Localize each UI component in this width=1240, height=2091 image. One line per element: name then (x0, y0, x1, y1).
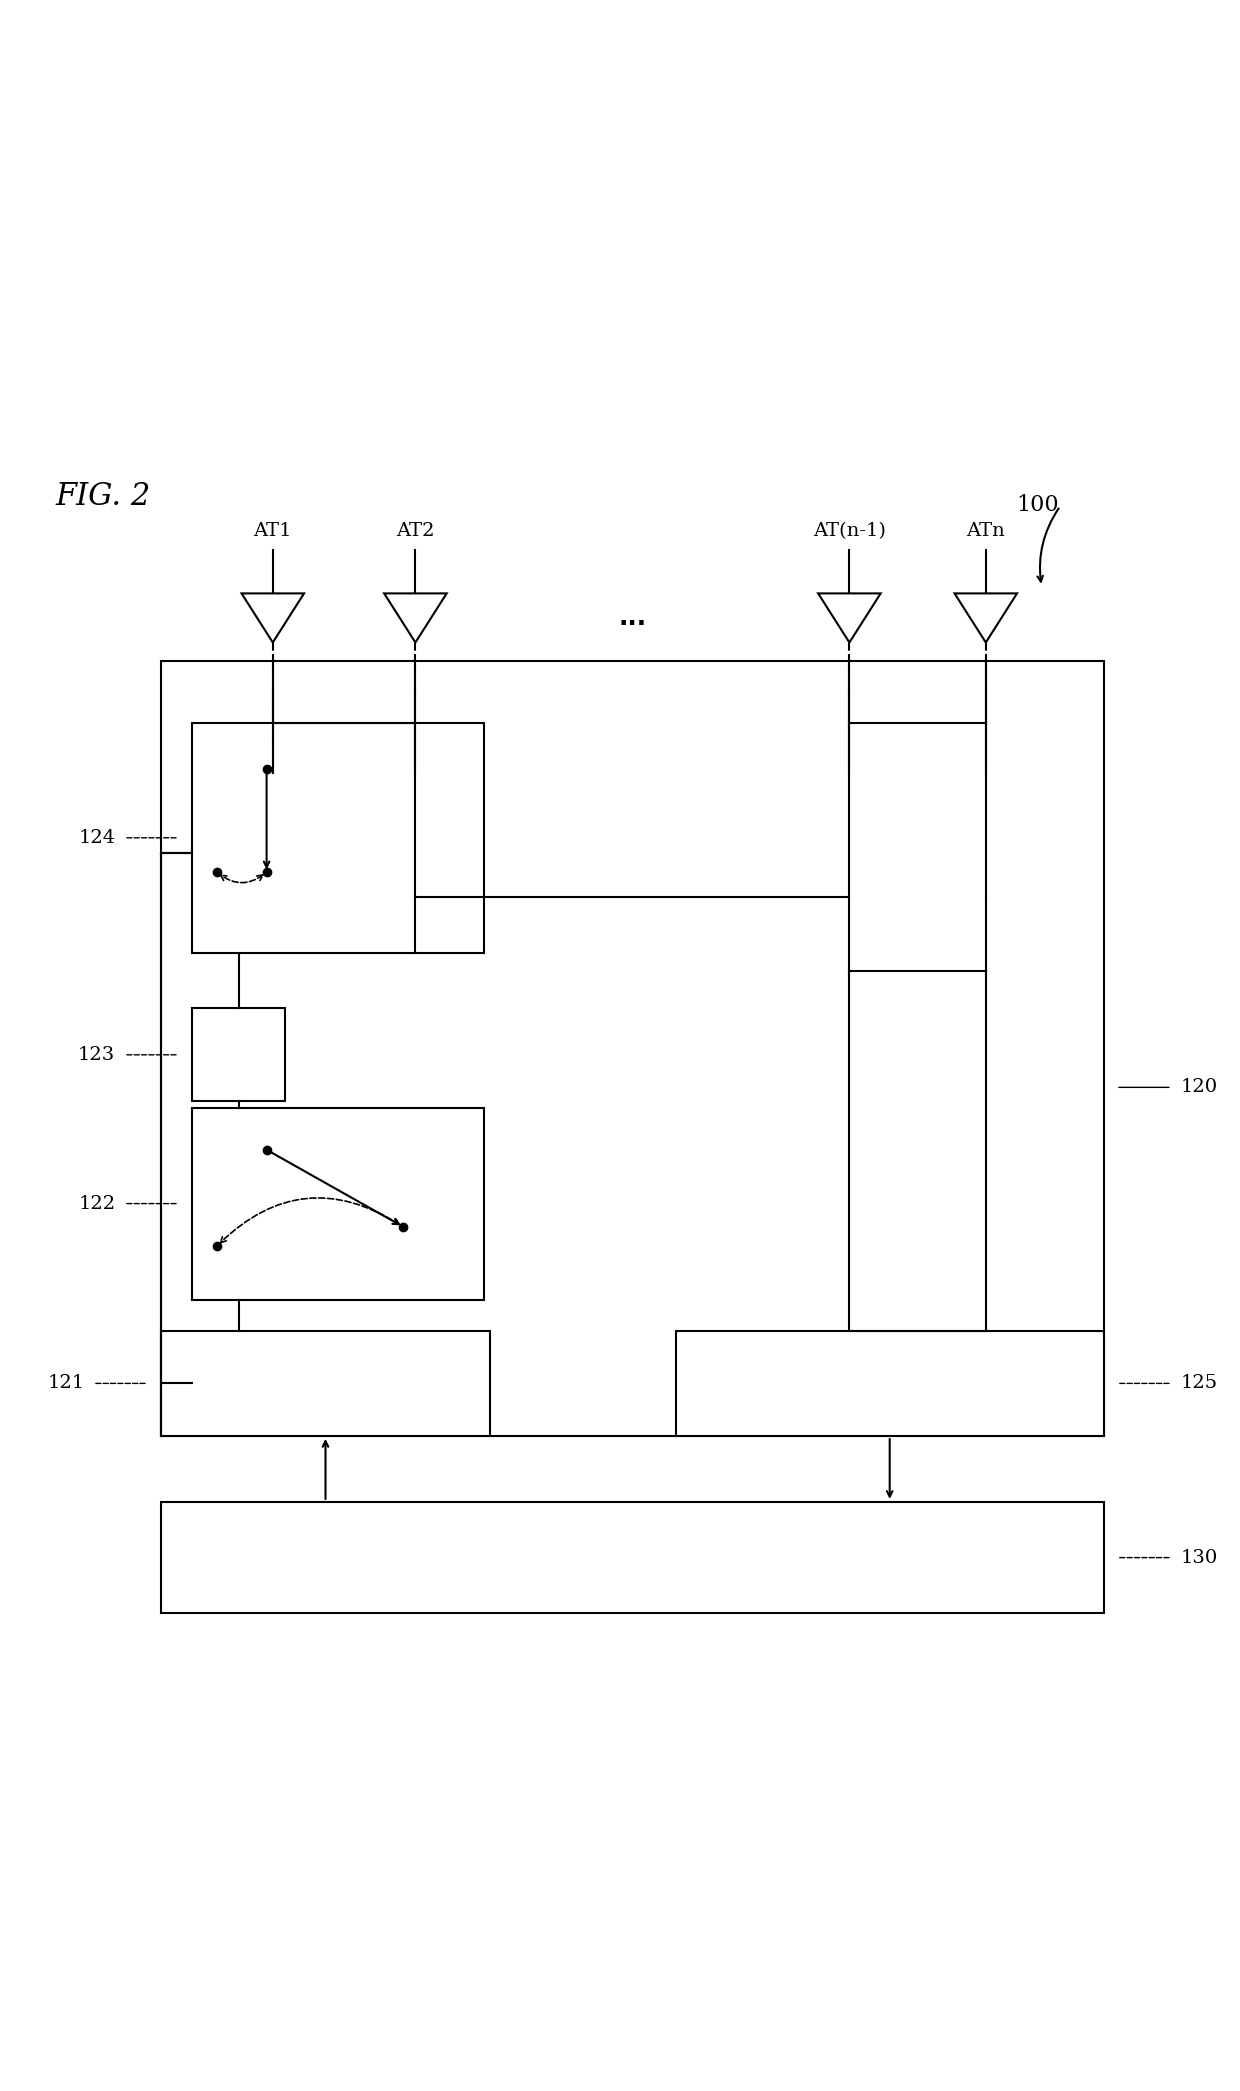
Text: 120: 120 (1180, 1079, 1218, 1096)
Text: FIG. 2: FIG. 2 (56, 481, 151, 512)
FancyBboxPatch shape (161, 661, 1104, 1437)
FancyBboxPatch shape (192, 1008, 285, 1102)
Text: AT1: AT1 (253, 521, 293, 539)
Text: 130: 130 (1180, 1549, 1218, 1566)
Text: ...: ... (619, 606, 646, 629)
Text: AT2: AT2 (396, 521, 435, 539)
Text: 121: 121 (47, 1374, 84, 1393)
FancyBboxPatch shape (676, 1330, 1104, 1437)
FancyBboxPatch shape (192, 1108, 484, 1301)
Text: AT(n-1): AT(n-1) (813, 521, 885, 539)
FancyBboxPatch shape (192, 723, 484, 953)
FancyBboxPatch shape (161, 1501, 1104, 1614)
Text: 100: 100 (1017, 493, 1059, 516)
Text: 124: 124 (78, 828, 115, 847)
Text: 122: 122 (78, 1194, 115, 1213)
FancyBboxPatch shape (161, 1330, 490, 1437)
Text: ATn: ATn (966, 521, 1006, 539)
Text: 123: 123 (78, 1046, 115, 1064)
Text: 125: 125 (1180, 1374, 1218, 1393)
